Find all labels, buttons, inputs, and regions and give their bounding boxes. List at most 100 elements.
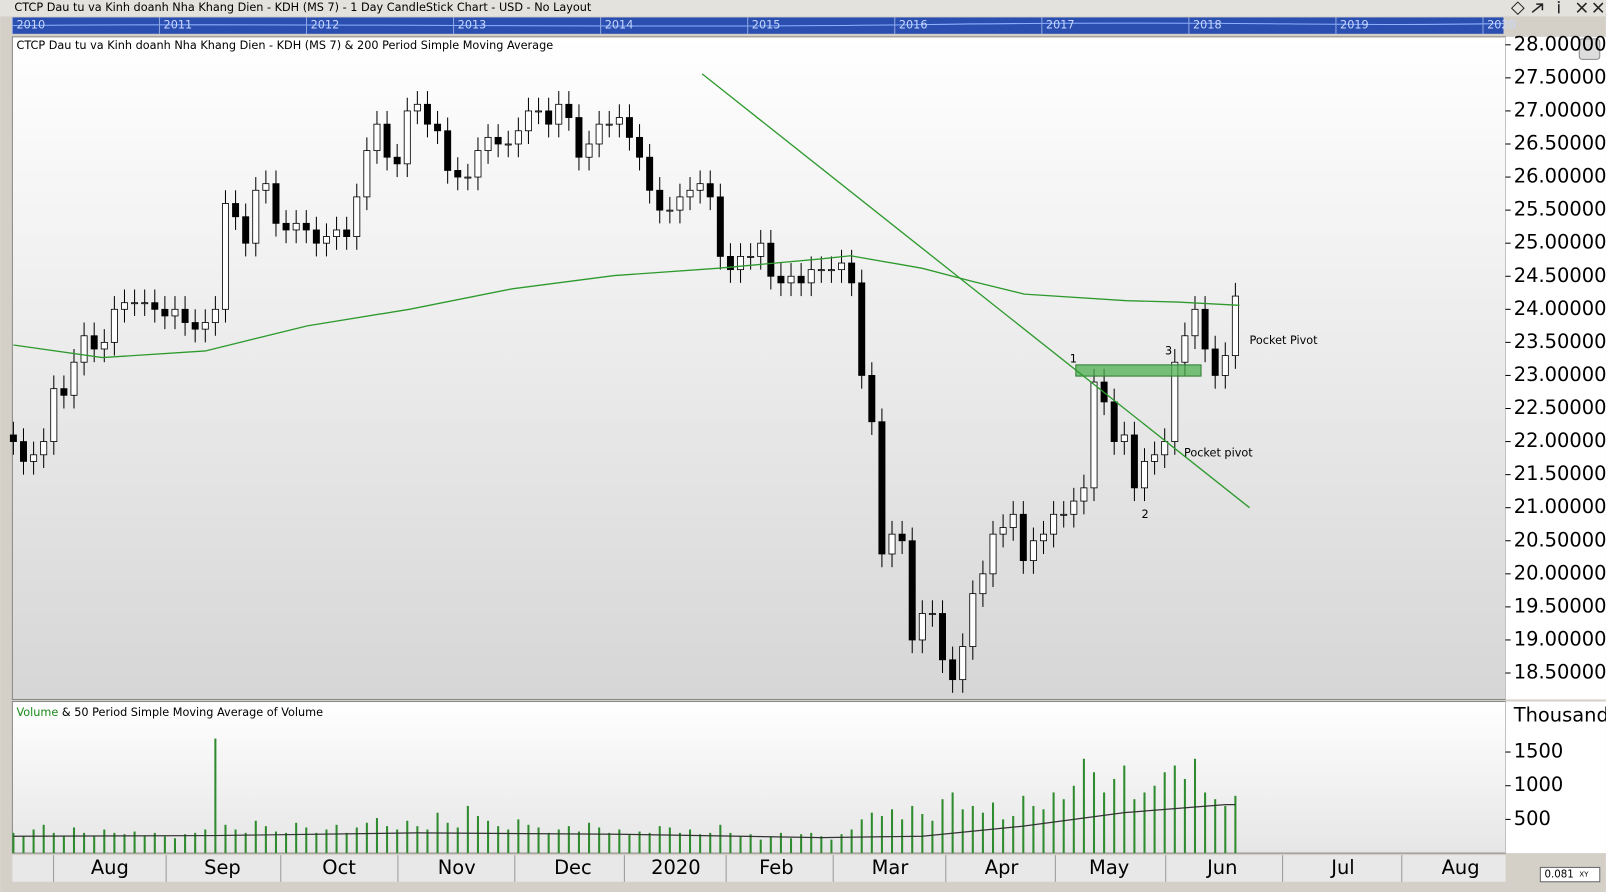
volume-bar	[739, 836, 742, 854]
volume-bar	[1042, 809, 1045, 854]
volume-bar	[244, 832, 247, 854]
candle-body	[1070, 500, 1078, 515]
volume-bar	[295, 822, 298, 854]
volume-bar	[668, 827, 671, 854]
candle-body	[1029, 540, 1037, 562]
x-tick-label: Feb	[759, 856, 793, 879]
volume-axis	[1505, 701, 1606, 854]
y-tick-label: 1500	[1514, 740, 1563, 763]
candle-body	[878, 421, 886, 555]
x-tick-label: May	[1089, 856, 1129, 879]
candle-body	[423, 103, 431, 125]
candle-body	[1201, 308, 1209, 350]
volume-bar	[1214, 799, 1217, 854]
candle-body	[716, 196, 724, 257]
candle-body	[1151, 454, 1159, 462]
candle-body	[969, 593, 977, 647]
candle-body	[737, 256, 745, 271]
volume-bar	[628, 834, 631, 854]
candle-body	[767, 242, 775, 277]
volume-bar	[466, 805, 469, 854]
price-chart-title: CTCP Dau tu va Kinh doanh Nha Khang Dien…	[16, 39, 553, 52]
x-tick-label: Nov	[438, 856, 476, 879]
candle-body	[1211, 348, 1219, 376]
button-icon[interactable]	[1510, 1, 1525, 16]
candle-body	[959, 646, 967, 681]
zoom-box[interactable]	[1539, 866, 1601, 883]
button-icon[interactable]	[1593, 2, 1604, 13]
year-label: 2016	[899, 19, 928, 32]
volume-bar	[1143, 792, 1146, 854]
candle-body	[211, 308, 219, 323]
y-tick-label: 19.00000	[1514, 627, 1606, 650]
volume-bar	[12, 832, 15, 854]
candle-body	[494, 136, 502, 145]
volume-bar	[406, 820, 409, 854]
volume-bar	[1234, 795, 1237, 854]
candle-body	[858, 282, 866, 376]
trend-line	[701, 73, 1250, 509]
candle-body	[221, 203, 229, 310]
volume-bar	[153, 832, 156, 854]
candle-body	[181, 308, 189, 323]
volume-bar	[305, 827, 308, 854]
volume-bar	[588, 822, 591, 854]
volume-title-suffix: & 50 Period Simple Moving Average of Vol…	[62, 706, 323, 719]
volume-bar	[123, 834, 126, 854]
volume-bar	[62, 836, 65, 854]
candle-body	[30, 454, 38, 462]
volume-bar	[1153, 785, 1156, 854]
volume-bar	[759, 839, 762, 854]
candle-body	[201, 322, 209, 330]
candle-body	[706, 183, 714, 198]
volume-bar	[416, 826, 419, 854]
candle-body	[817, 269, 825, 272]
volume-bar	[234, 829, 237, 854]
volume-bar	[507, 829, 510, 854]
volume-bar	[840, 834, 843, 854]
candle-body	[434, 123, 442, 132]
candle-body	[686, 189, 694, 198]
candle-body	[50, 388, 58, 442]
candle-body	[1191, 308, 1199, 337]
x-tick-label: Aug	[1442, 856, 1480, 879]
year-label: 2020	[1487, 19, 1516, 32]
volume-bar	[173, 838, 177, 854]
candle-body	[827, 269, 835, 272]
volume-bar	[113, 832, 116, 854]
y-tick-label: 20.50000	[1514, 528, 1606, 551]
volume-bar	[880, 816, 883, 854]
candle-body	[110, 308, 118, 343]
candle-body	[282, 222, 290, 231]
volume-bar	[567, 826, 570, 854]
volume-bar	[779, 832, 782, 854]
candle-body	[121, 302, 128, 310]
volume-bar	[446, 822, 449, 854]
volume-bar	[931, 820, 934, 854]
volume-bar	[890, 809, 894, 854]
volume-bar	[951, 792, 954, 854]
volume-bar	[961, 809, 964, 854]
y-tick-label: 21.00000	[1514, 495, 1606, 518]
volume-bar	[981, 812, 984, 854]
price-panel	[11, 36, 1507, 700]
candle-body	[504, 143, 512, 146]
button-icon[interactable]	[1557, 1, 1560, 14]
year-label: 2015	[752, 19, 781, 32]
button-icon[interactable]	[1531, 3, 1544, 13]
lock-icon[interactable]	[1578, 38, 1601, 60]
candle-body	[464, 176, 472, 179]
volume-bar	[1133, 799, 1136, 854]
volume-bar	[577, 831, 580, 854]
volume-bar	[537, 827, 540, 854]
candle-body	[90, 335, 98, 350]
window-buttons[interactable]	[1510, 1, 1604, 16]
y-tick-label: 23.00000	[1514, 363, 1606, 386]
price-axis	[1505, 36, 1606, 700]
candle-body	[535, 110, 543, 113]
y-tick-label: 500	[1514, 807, 1551, 830]
button-icon[interactable]	[1576, 2, 1587, 13]
candle-body	[1171, 361, 1179, 442]
candle-body	[1161, 441, 1169, 456]
candle-body	[888, 533, 896, 555]
